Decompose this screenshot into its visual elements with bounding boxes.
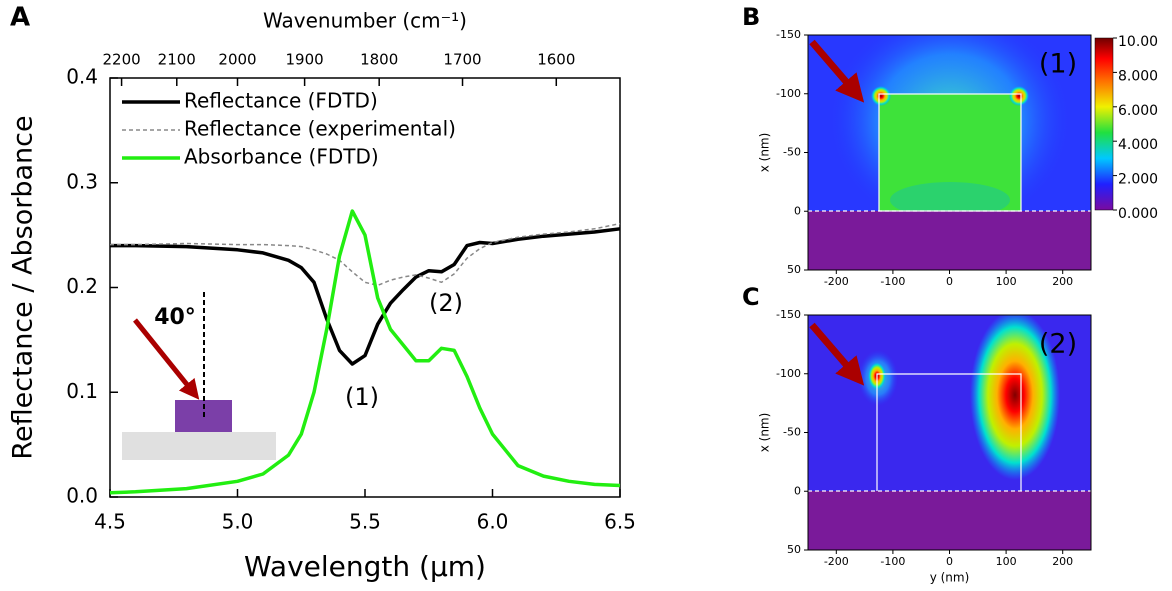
x2-tick-label: 2000 [218, 51, 256, 69]
x-tick-label: 100 [996, 275, 1017, 288]
field-map [808, 315, 1091, 550]
colorbar-tick-label: 10.00 [1118, 34, 1158, 50]
x-tick-label: 5.0 [222, 510, 254, 534]
inset-schematic [122, 292, 276, 460]
x-tick-label: 0 [946, 555, 953, 568]
annotation: (1) [345, 383, 379, 411]
y-tick-label: 0.0 [66, 484, 98, 508]
colorbar-tick-label: 8.000 [1118, 68, 1158, 84]
x2-tick-label: 1600 [537, 51, 575, 69]
field-annotation: (2) [1039, 329, 1077, 360]
y-tick-label: -50 [783, 426, 801, 439]
y-tick-label: -150 [776, 308, 801, 321]
legend-label: Absorbance (FDTD) [184, 145, 379, 169]
plot-frame [807, 34, 1092, 271]
colorbar [1094, 37, 1114, 211]
x-tick-label: 4.5 [94, 510, 126, 534]
y-tick-label: -100 [776, 87, 801, 100]
y-tick-label: 50 [787, 263, 801, 276]
colorbar-tick-label: 4.000 [1118, 137, 1158, 153]
plot-frame [807, 314, 1092, 551]
x-axis-title: y (nm) [930, 571, 970, 585]
annotation: 40° [154, 305, 196, 330]
y-tick-label: -100 [776, 367, 801, 380]
x2-tick-label: 1800 [360, 51, 398, 69]
y-tick-label: 0.4 [66, 65, 98, 89]
y-axis-title: x (nm) [758, 133, 772, 173]
y-tick-label: -150 [776, 28, 801, 41]
x-tick-label: -100 [880, 555, 905, 568]
x-tick-label: -100 [880, 275, 905, 288]
y-tick-label: 0 [794, 204, 801, 217]
y-tick-label: 0.2 [66, 274, 98, 298]
panel-label: B [742, 3, 760, 31]
x2-tick-label: 1700 [443, 51, 481, 69]
x-tick-label: -200 [824, 275, 849, 288]
y-tick-label: 0 [794, 484, 801, 497]
field-map [808, 35, 1091, 270]
legend-label: Reflectance (experimental) [184, 117, 456, 141]
x-tick-label: 6.5 [604, 510, 636, 534]
x-tick-label: -200 [824, 555, 849, 568]
plot-frame [109, 77, 621, 498]
x-tick-label: 5.5 [349, 510, 381, 534]
x-tick-label: 0 [946, 275, 953, 288]
y-tick-label: 0.1 [66, 379, 98, 403]
field-annotation: (1) [1039, 49, 1077, 80]
x-tick-label: 200 [1052, 555, 1073, 568]
x2-tick-label: 2200 [102, 51, 140, 69]
panel-label: A [10, 3, 30, 33]
series-line [110, 222, 621, 287]
annotation: (2) [429, 289, 463, 317]
x-axis-title: Wavelength (μm) [244, 550, 486, 583]
colorbar-tick-label: 2.000 [1118, 172, 1158, 188]
x2-axis-title: Wavenumber (cm⁻¹) [263, 9, 467, 33]
colorbar-tick-label: 6.000 [1118, 103, 1158, 119]
series-line [109, 209, 621, 495]
series-line [110, 227, 621, 366]
y-axis-title: x (nm) [758, 413, 772, 453]
y-axis-title: Reflectance / Absorbance [8, 115, 39, 459]
colorbar-tick-label: 0.000 [1118, 206, 1158, 222]
y-tick-label: 50 [787, 543, 801, 556]
x2-tick-label: 2100 [158, 51, 196, 69]
y-tick-label: -50 [783, 146, 801, 159]
panel-label: C [742, 283, 760, 311]
x-tick-label: 200 [1052, 275, 1073, 288]
y-tick-label: 0.3 [66, 169, 98, 193]
x2-tick-label: 1900 [286, 51, 324, 69]
x-tick-label: 6.0 [477, 510, 509, 534]
x-tick-label: 100 [996, 555, 1017, 568]
legend-label: Reflectance (FDTD) [184, 89, 378, 113]
